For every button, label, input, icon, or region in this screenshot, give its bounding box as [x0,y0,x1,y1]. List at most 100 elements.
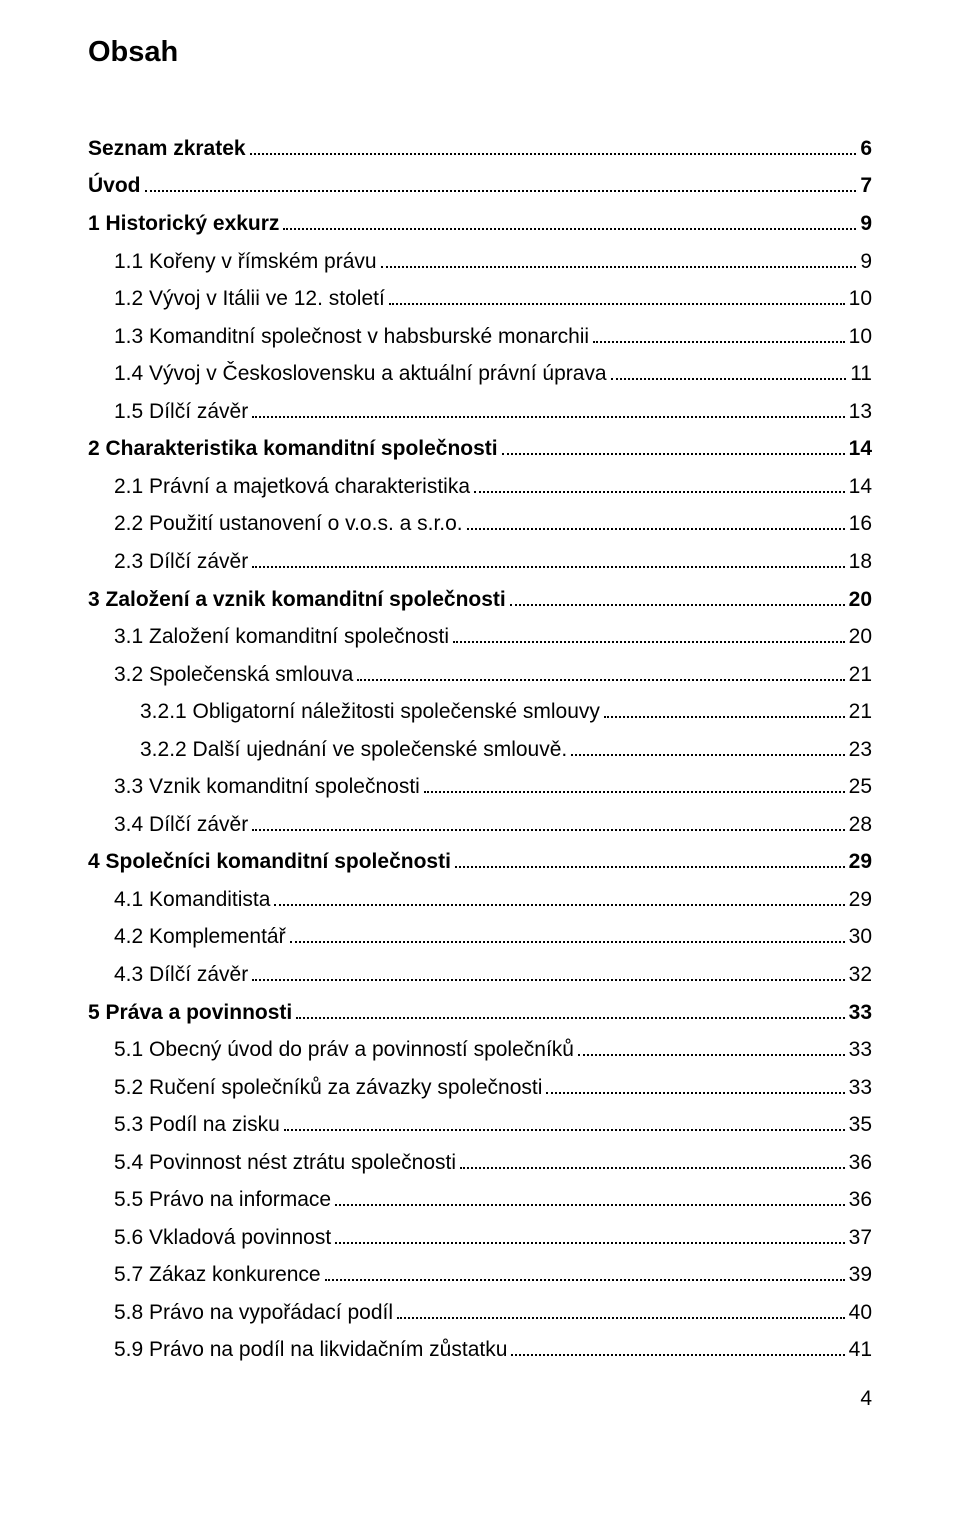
toc-entry-page: 16 [849,508,872,541]
toc-entry-label: 5.4 Povinnost nést ztrátu společnosti [114,1147,456,1180]
toc-row: 5.1 Obecný úvod do práv a povinností spo… [88,1034,872,1067]
toc-leader [467,528,845,530]
toc-entry-label: 1 Historický exkurz [88,208,279,241]
toc-entry-page: 33 [849,1034,872,1067]
toc-row: 1.2 Vývoj v Itálii ve 12. století10 [88,283,872,316]
toc-entry-page: 14 [849,433,872,466]
toc-entry-page: 28 [849,809,872,842]
toc-entry-page: 9 [860,208,872,241]
toc-leader [284,1129,845,1131]
toc-entry-label: 1.2 Vývoj v Itálii ve 12. století [114,283,385,316]
toc-row: 5.2 Ručení společníků za závazky společn… [88,1072,872,1105]
toc-leader [381,266,857,268]
toc-row: 5 Práva a povinnosti 33 [88,997,872,1030]
toc-leader [460,1167,845,1169]
toc-entry-label: 3.2.1 Obligatorní náležitosti společensk… [140,696,600,729]
toc-leader [453,641,845,643]
toc-leader [325,1279,845,1281]
toc-leader [252,566,844,568]
toc-leader [604,716,845,718]
toc-leader [296,1017,844,1019]
table-of-contents: Seznam zkratek 6 Úvod7 1 Historický exkurz 9… [88,133,872,1367]
toc-entry-page: 33 [849,1072,872,1105]
toc-entry-page: 29 [849,884,872,917]
toc-leader [145,190,857,192]
toc-entry-label: 5.1 Obecný úvod do práv a povinností spo… [114,1034,574,1067]
toc-row: 5.4 Povinnost nést ztrátu společnosti36 [88,1147,872,1180]
toc-entry-page: 29 [849,846,872,879]
toc-row: 5.7 Zákaz konkurence39 [88,1259,872,1292]
toc-row: 4 Společníci komanditní společnosti29 [88,846,872,879]
toc-leader [424,791,845,793]
toc-leader [274,904,844,906]
toc-entry-page: 20 [849,621,872,654]
toc-entry-page: 37 [849,1222,872,1255]
toc-row: 1.3 Komanditní společnost v habsburské m… [88,321,872,354]
toc-entry-page: 13 [849,396,872,429]
toc-row: 5.5 Právo na informace36 [88,1184,872,1217]
toc-leader [510,604,845,606]
toc-row: 2.1 Právní a majetková charakteristika 14 [88,471,872,504]
toc-entry-page: 14 [849,471,872,504]
toc-row: 5.8 Právo na vypořádací podíl 40 [88,1297,872,1330]
toc-row: 3.3 Vznik komanditní společnosti25 [88,771,872,804]
toc-row: 4.2 Komplementář30 [88,921,872,954]
toc-entry-label: 3.2 Společenská smlouva [114,659,353,692]
toc-entry-page: 33 [849,997,872,1030]
toc-row: 3.2.2 Další ujednání ve společenské smlo… [88,734,872,767]
toc-leader [389,303,845,305]
toc-entry-label: 5.2 Ručení společníků za závazky společn… [114,1072,542,1105]
toc-entry-label: Úvod [88,170,141,203]
toc-entry-label: 5 Práva a povinnosti [88,997,292,1030]
toc-row: 5.3 Podíl na zisku35 [88,1109,872,1142]
toc-leader [511,1354,844,1356]
toc-entry-label: 4.2 Komplementář [114,921,286,954]
toc-leader [335,1204,845,1206]
toc-entry-label: Seznam zkratek [88,133,246,166]
toc-row: Úvod7 [88,170,872,203]
toc-entry-label: 5.3 Podíl na zisku [114,1109,280,1142]
toc-leader [474,491,845,493]
toc-entry-label: 4.1 Komanditista [114,884,270,917]
toc-entry-label: 2.1 Právní a majetková charakteristika [114,471,470,504]
toc-entry-label: 5.9 Právo na podíl na likvidačním zůstat… [114,1334,507,1367]
toc-leader [455,866,845,868]
toc-entry-page: 9 [860,246,872,279]
toc-entry-label: 3 Založení a vznik komanditní společnost… [88,584,506,617]
toc-row: 3.2 Společenská smlouva 21 [88,659,872,692]
toc-leader [357,679,844,681]
toc-row: 5.6 Vkladová povinnost 37 [88,1222,872,1255]
toc-entry-label: 2.2 Použití ustanovení o v.o.s. a s.r.o. [114,508,463,541]
toc-row: 1.5 Dílčí závěr13 [88,396,872,429]
toc-entry-label: 5.6 Vkladová povinnost [114,1222,331,1255]
toc-entry-label: 2.3 Dílčí závěr [114,546,248,579]
toc-entry-label: 5.7 Zákaz konkurence [114,1259,321,1292]
toc-row: 1 Historický exkurz 9 [88,208,872,241]
page-title: Obsah [88,30,872,75]
toc-entry-label: 5.8 Právo na vypořádací podíl [114,1297,393,1330]
toc-leader [611,378,847,380]
toc-entry-page: 40 [849,1297,872,1330]
toc-entry-page: 23 [849,734,872,767]
toc-entry-page: 6 [860,133,872,166]
toc-leader [397,1317,845,1319]
toc-entry-label: 2 Charakteristika komanditní společnosti [88,433,498,466]
toc-row: 1.4 Vývoj v Československu a aktuální pr… [88,358,872,391]
toc-entry-label: 3.2.2 Další ujednání ve společenské smlo… [140,734,567,767]
toc-entry-page: 36 [849,1184,872,1217]
toc-row: 3.4 Dílčí závěr28 [88,809,872,842]
toc-leader [283,228,856,230]
toc-row: 4.1 Komanditista 29 [88,884,872,917]
toc-entry-page: 21 [849,659,872,692]
toc-leader [252,416,844,418]
toc-leader [335,1242,844,1244]
toc-row: 3.1 Založení komanditní společnosti20 [88,621,872,654]
toc-entry-label: 1.3 Komanditní společnost v habsburské m… [114,321,589,354]
toc-leader [252,979,844,981]
toc-row: 2 Charakteristika komanditní společnosti… [88,433,872,466]
toc-entry-page: 11 [850,358,872,391]
toc-row: 3 Založení a vznik komanditní společnost… [88,584,872,617]
toc-leader [290,941,845,943]
toc-leader [250,153,857,155]
toc-entry-page: 41 [849,1334,872,1367]
